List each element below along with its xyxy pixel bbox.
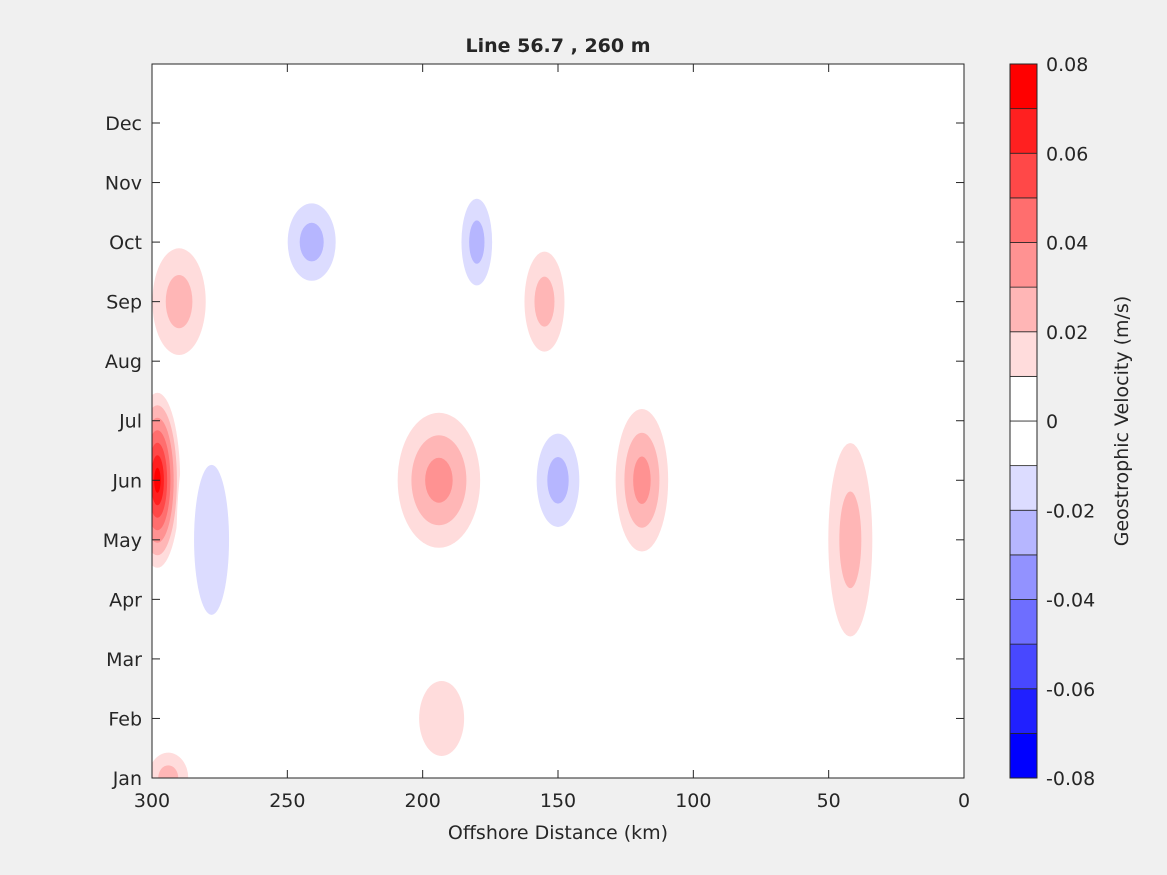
y-tick-label: Oct (109, 232, 142, 254)
colorbar-tick-label: -0.06 (1046, 679, 1095, 701)
contour-feature (737, 602, 790, 715)
y-tick-label: Sep (106, 292, 142, 314)
y-tick-label: May (103, 530, 142, 552)
colorbar-tick-label: 0 (1046, 411, 1058, 433)
colorbar-tick-label: 0.02 (1046, 322, 1088, 344)
contour-feature (831, 95, 854, 151)
colorbar-label: Geostrophic Velocity (m/s) (1111, 296, 1133, 546)
colorbar-segment (1009, 732, 1038, 779)
colorbar-segment (1009, 242, 1038, 288)
x-tick-label: 200 (405, 790, 441, 812)
x-tick-label: 50 (817, 790, 841, 812)
contour-fills (152, 93, 884, 778)
x-tick-label: 300 (134, 790, 170, 812)
positive-contour-band (720, 120, 785, 245)
positive-contour-band (165, 274, 193, 329)
y-tick-label: Apr (109, 589, 142, 611)
contour-feature (720, 120, 785, 245)
positive-contour-band (534, 276, 555, 327)
colorbar-segment (1009, 688, 1038, 734)
colorbar-tick-label: 0.04 (1046, 233, 1088, 255)
contour-feature (526, 410, 590, 551)
negative-contour-band (547, 456, 569, 504)
y-tick-label: Mar (106, 649, 142, 671)
colorbar-segment (1009, 63, 1038, 110)
colorbar-segment (1009, 599, 1038, 645)
negative-contour-band (299, 222, 324, 262)
colorbar-segment (1009, 420, 1038, 467)
positive-contour-band (737, 602, 790, 715)
y-tick-label: Jun (111, 470, 142, 492)
colorbar-segment (1009, 286, 1038, 333)
x-tick-label: 150 (540, 790, 576, 812)
colorbar-segment (1009, 197, 1038, 243)
x-tick-label: 100 (675, 790, 711, 812)
contour-feature (396, 643, 487, 778)
colorbar-frame (1009, 63, 1038, 779)
contour-feature (152, 740, 199, 778)
positive-contour-band (699, 352, 768, 489)
positive-contour-band (553, 544, 644, 655)
x-axis-ticks: 300 250 200 150 100 50 0 (134, 64, 970, 812)
y-tick-label: Jul (118, 411, 142, 433)
x-axis-label: Offshore Distance (km) (448, 822, 668, 844)
y-axis-ticks: Jan Feb Mar Apr May Jun Jul Aug Sep Oct Nov Dec (103, 113, 964, 790)
colorbar-tick-label: 0.08 (1046, 54, 1088, 76)
chart-title: Line 56.7 , 260 m (465, 35, 650, 57)
positive-contour-band (425, 457, 453, 503)
colorbar-tick-label: -0.04 (1046, 590, 1095, 612)
y-tick-label: Jan (112, 768, 142, 790)
colorbar-segment (1009, 375, 1038, 422)
contour-feature (401, 93, 498, 153)
colorbar-segment (1009, 331, 1038, 377)
contour-feature (176, 389, 247, 690)
colorbar-segment (1009, 554, 1038, 600)
positive-contour-band (633, 456, 651, 505)
positive-contour-band (158, 765, 179, 778)
x-tick-label: 250 (269, 790, 305, 812)
colorbar: 0.08 0.06 0.04 0.02 0 -0.02 -0.04 -0.06 -0.08 (1009, 54, 1095, 790)
colorbar-tick-label: -0.02 (1046, 500, 1095, 522)
contour-feature (553, 544, 644, 655)
positive-contour-band (839, 491, 862, 589)
colorbar-tick-label: 0.06 (1046, 143, 1088, 165)
contour-feature (453, 177, 500, 308)
colorbar-segment (1009, 152, 1038, 199)
y-tick-label: Nov (105, 173, 142, 195)
colorbar-segment (1009, 643, 1038, 690)
y-tick-label: Aug (105, 351, 142, 373)
positive-contour-band (419, 680, 465, 756)
contour-feature (275, 184, 348, 301)
contour-feature (152, 380, 184, 581)
colorbar-tick-label: -0.08 (1046, 768, 1095, 790)
contour-feature (383, 390, 494, 571)
contour-feature (606, 385, 677, 576)
y-tick-label: Dec (105, 113, 142, 135)
y-tick-label: Feb (108, 708, 142, 730)
colorbar-segment (1009, 465, 1038, 511)
contour-feature (817, 394, 884, 685)
negative-contour-band (194, 464, 230, 615)
contour-feature (699, 352, 768, 489)
negative-contour-band (831, 95, 854, 151)
contour-feature (514, 226, 575, 377)
colorbar-segment (1009, 108, 1038, 154)
negative-contour-band (469, 220, 485, 264)
contour-feature (152, 221, 220, 382)
x-tick-label: 0 (958, 790, 970, 812)
positive-contour-band (401, 93, 498, 153)
colorbar-segment (1009, 509, 1038, 556)
contour-layer (152, 93, 884, 778)
